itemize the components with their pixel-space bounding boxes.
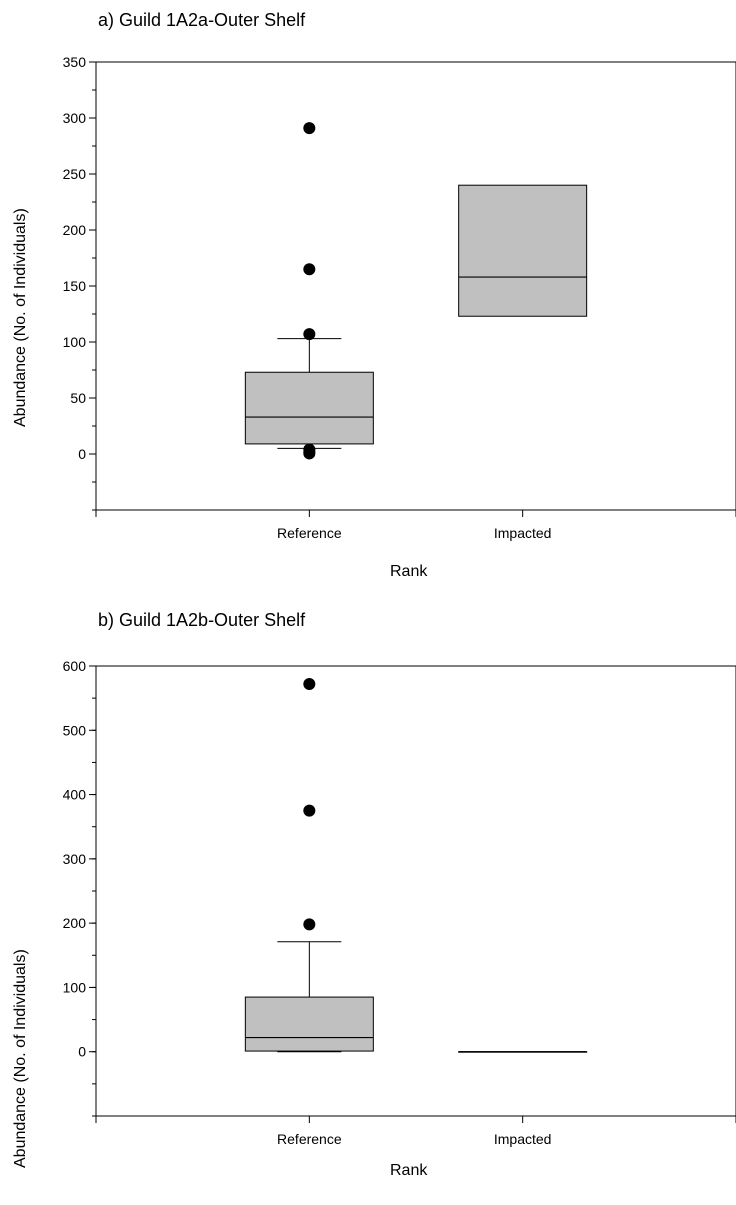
y-tick-label: 300 xyxy=(63,851,87,867)
plot-frame xyxy=(95,61,736,511)
x-tick-label: Impacted xyxy=(494,1131,552,1147)
outlier-point xyxy=(303,804,316,817)
y-tick-label: 50 xyxy=(70,390,86,406)
chart-title: b) Guild 1A2b-Outer Shelf xyxy=(98,610,306,630)
y-tick-label: 100 xyxy=(63,979,87,995)
box xyxy=(458,184,588,317)
box xyxy=(244,996,374,1052)
chart-plot-a: 0 50 100 150 200 250 300 350 Reference Impacted xyxy=(63,54,736,541)
plot-frame xyxy=(95,665,736,1117)
outlier-point xyxy=(303,918,316,931)
y-tick-label: 200 xyxy=(63,915,87,931)
x-tick-label: Reference xyxy=(277,525,342,541)
y-tick-label: 250 xyxy=(63,166,87,182)
y-tick-label: 100 xyxy=(63,334,87,350)
y-tick-label: 500 xyxy=(63,722,87,738)
y-tick-label: 0 xyxy=(78,446,86,462)
chart-panel-a: a) Guild 1A2a-Outer Shelf Abundance (No.… xyxy=(0,0,736,595)
y-tick-label: 0 xyxy=(78,1044,86,1060)
outlier-point xyxy=(303,447,316,460)
y-tick-label: 350 xyxy=(63,54,87,70)
x-axis-label: Rank xyxy=(390,563,428,580)
y-tick-label: 600 xyxy=(63,658,87,674)
y-tick-label: 400 xyxy=(63,787,87,803)
chart-title: a) Guild 1A2a-Outer Shelf xyxy=(98,10,306,30)
x-axis-label: Rank xyxy=(390,1162,428,1179)
outlier-point xyxy=(303,328,316,341)
y-tick-label: 150 xyxy=(63,278,87,294)
outlier-point xyxy=(303,678,316,690)
y-tick-label: 300 xyxy=(63,110,87,126)
x-tick-label: Impacted xyxy=(494,525,552,541)
chart-plot-b: 0 100 200 300 400 500 600 Reference Impacted xyxy=(63,658,736,1147)
outlier-point xyxy=(303,122,316,135)
outlier-point xyxy=(303,263,316,276)
chart-panel-b: b) Guild 1A2b-Outer Shelf Abundance (No.… xyxy=(0,610,736,1205)
x-tick-label: Reference xyxy=(277,1131,342,1147)
box xyxy=(244,371,374,445)
y-tick-label: 200 xyxy=(63,222,87,238)
